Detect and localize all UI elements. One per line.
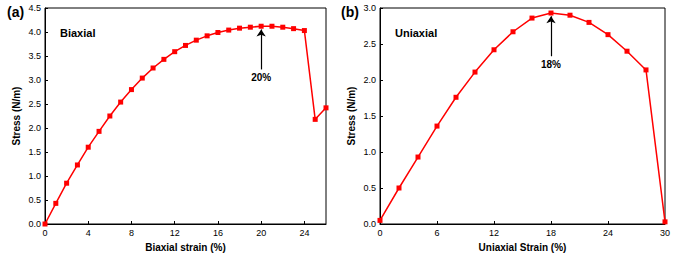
svg-text:4.5: 4.5 (28, 3, 41, 13)
svg-text:4: 4 (86, 228, 91, 238)
svg-text:20%: 20% (251, 72, 271, 83)
svg-text:Biaxial: Biaxial (60, 27, 95, 39)
svg-text:20: 20 (256, 228, 266, 238)
svg-text:2.5: 2.5 (28, 99, 41, 109)
svg-text:2.0: 2.0 (363, 75, 376, 85)
svg-text:16: 16 (213, 228, 223, 238)
svg-text:Stress (N/m): Stress (N/m) (11, 87, 22, 146)
svg-text:0.0: 0.0 (28, 219, 41, 229)
svg-text:2.0: 2.0 (28, 123, 41, 133)
svg-text:Uniaxial Strain (%): Uniaxial Strain (%) (479, 242, 567, 253)
svg-text:18%: 18% (541, 59, 561, 70)
svg-text:Biaxial strain (%): Biaxial strain (%) (145, 242, 226, 253)
svg-text:Uniaxial: Uniaxial (395, 27, 437, 39)
svg-text:0.5: 0.5 (28, 195, 41, 205)
svg-text:12: 12 (170, 228, 180, 238)
svg-text:Stress (N/m): Stress (N/m) (346, 87, 357, 146)
svg-text:18: 18 (546, 228, 556, 238)
svg-text:1.5: 1.5 (363, 111, 376, 121)
svg-text:12: 12 (489, 228, 499, 238)
svg-text:1.0: 1.0 (28, 171, 41, 181)
svg-text:24: 24 (603, 228, 613, 238)
svg-text:(a): (a) (7, 4, 24, 20)
svg-text:1.5: 1.5 (28, 147, 41, 157)
svg-text:2.5: 2.5 (363, 39, 376, 49)
svg-text:3.0: 3.0 (363, 3, 376, 13)
svg-text:0: 0 (42, 228, 47, 238)
svg-text:4.0: 4.0 (28, 27, 41, 37)
svg-text:30: 30 (660, 228, 670, 238)
svg-text:0.0: 0.0 (363, 219, 376, 229)
svg-text:1.0: 1.0 (363, 147, 376, 157)
svg-text:3.0: 3.0 (28, 75, 41, 85)
svg-text:6: 6 (434, 228, 439, 238)
svg-text:8: 8 (129, 228, 134, 238)
svg-text:0: 0 (377, 228, 382, 238)
svg-text:0.5: 0.5 (363, 183, 376, 193)
svg-text:24: 24 (299, 228, 309, 238)
svg-text:(b): (b) (341, 4, 359, 20)
svg-text:3.5: 3.5 (28, 51, 41, 61)
